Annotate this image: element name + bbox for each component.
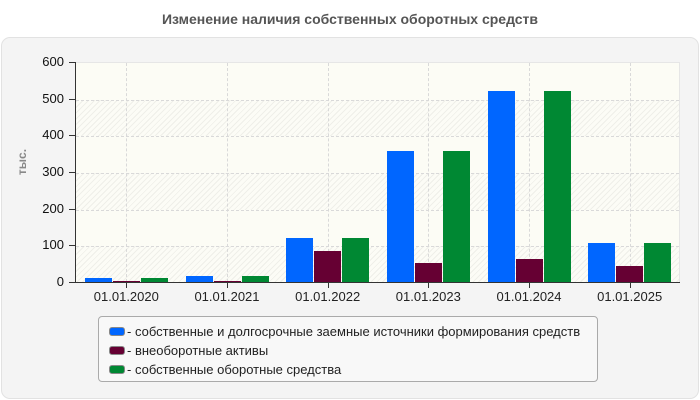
bar[interactable] xyxy=(588,242,616,282)
x-tick-label: 01.01.2024 xyxy=(496,289,562,304)
chart-title: Изменение наличия собственных оборотных … xyxy=(161,11,539,27)
v-gridline xyxy=(327,63,329,282)
y-tick-label: 0 xyxy=(56,274,64,289)
plot-band xyxy=(76,136,679,173)
x-tick-label: 01.01.2020 xyxy=(93,289,159,304)
bar[interactable] xyxy=(616,265,644,282)
legend-item-noncurrent-assets[interactable]: - внеоборотные активы xyxy=(109,341,268,359)
legend-label: - собственные оборотные средства xyxy=(127,361,342,377)
bar[interactable] xyxy=(84,277,112,282)
y-tick xyxy=(69,208,75,210)
bar[interactable] xyxy=(543,91,571,282)
y-tick xyxy=(69,245,75,247)
x-tick xyxy=(126,283,128,288)
y-tick xyxy=(69,172,75,173)
bar[interactable] xyxy=(515,258,543,282)
y-tick-label: 400 xyxy=(42,127,64,143)
v-gridline xyxy=(629,63,631,282)
y-tick-label: 200 xyxy=(42,200,64,216)
h-gridline xyxy=(76,209,679,211)
x-tick xyxy=(529,283,530,288)
v-gridline xyxy=(126,63,128,282)
plot-band xyxy=(76,63,679,100)
bar[interactable] xyxy=(185,275,213,282)
x-axis xyxy=(75,282,680,283)
y-tick xyxy=(69,282,75,283)
legend-label: - внеоборотные активы xyxy=(127,342,269,358)
y-tick-label: 100 xyxy=(42,237,64,253)
legend-label: - собственные и долгосрочные заемные ист… xyxy=(127,323,581,339)
h-gridline xyxy=(76,99,679,101)
x-tick-label: 01.01.2022 xyxy=(295,289,361,304)
y-tick xyxy=(69,135,75,137)
v-gridline xyxy=(529,63,530,282)
bar[interactable] xyxy=(644,242,672,282)
h-gridline xyxy=(76,136,679,138)
h-gridline xyxy=(76,173,679,174)
bar[interactable] xyxy=(414,262,442,282)
x-tick-label: 01.01.2025 xyxy=(597,289,663,304)
plot-area xyxy=(76,62,680,282)
y-tick-label: 300 xyxy=(42,164,64,179)
y-tick-label: 600 xyxy=(42,54,64,69)
x-tick xyxy=(428,283,430,288)
bar[interactable] xyxy=(112,280,140,282)
bar[interactable] xyxy=(342,238,370,282)
legend-swatch-blue xyxy=(109,326,125,336)
y-tick xyxy=(69,98,75,100)
y-tick xyxy=(69,62,75,63)
v-gridline xyxy=(227,63,228,282)
plot-band xyxy=(76,209,679,247)
y-tick-label: 500 xyxy=(42,90,64,106)
bar[interactable] xyxy=(241,275,269,282)
h-gridline xyxy=(76,246,679,248)
legend-item-working-capital[interactable]: - собственные оборотные средства xyxy=(109,360,341,378)
bar[interactable] xyxy=(386,151,414,282)
bar[interactable] xyxy=(286,238,314,282)
bar[interactable] xyxy=(487,91,515,282)
x-tick xyxy=(227,283,228,288)
y-axis xyxy=(75,62,76,283)
bar[interactable] xyxy=(314,250,342,282)
legend-swatch-purple xyxy=(109,345,125,355)
bar[interactable] xyxy=(442,151,470,282)
x-tick-label: 01.01.2023 xyxy=(395,289,461,304)
v-gridline xyxy=(428,63,430,282)
x-tick xyxy=(327,283,329,288)
legend: - собственные и долгосрочные заемные ист… xyxy=(98,316,598,382)
legend-swatch-green xyxy=(109,364,125,374)
x-tick-label: 01.01.2021 xyxy=(194,289,260,304)
bar[interactable] xyxy=(140,277,168,282)
x-tick xyxy=(629,283,631,288)
legend-item-sources[interactable]: - собственные и долгосрочные заемные ист… xyxy=(109,322,580,340)
bar[interactable] xyxy=(213,280,241,282)
